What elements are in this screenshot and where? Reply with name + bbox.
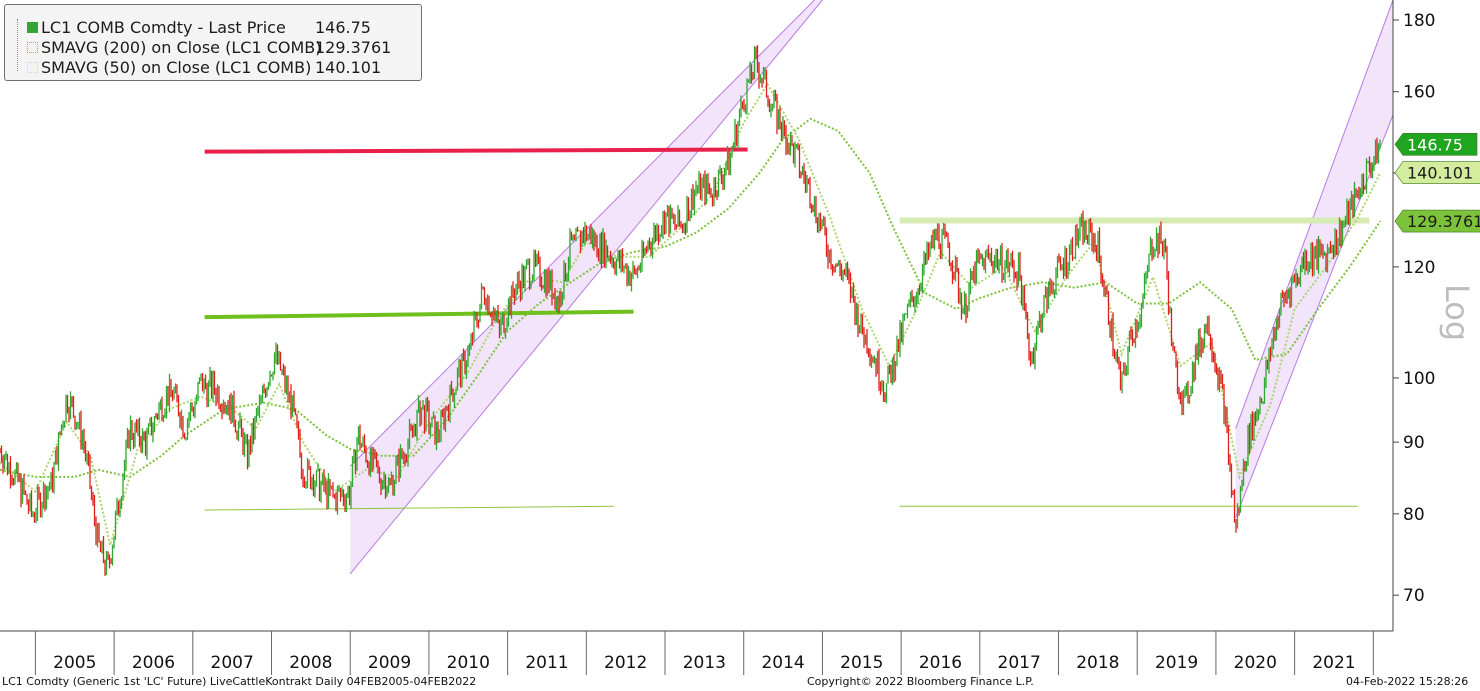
x-tick-label-2009: 2009	[368, 653, 411, 673]
footer-description: LC1 Comdty (Generic 1st 'LC' Future) Liv…	[2, 675, 477, 688]
trend-line-0	[204, 147, 748, 154]
x-tick-label-2005: 2005	[53, 653, 96, 673]
y-tick-label-160: 160	[1403, 83, 1435, 103]
price-badge-label-1: 140.101	[1407, 164, 1473, 183]
legend-value-sma200: 129.3761	[315, 38, 392, 57]
x-tick-label-2008: 2008	[289, 653, 332, 673]
x-tick-label-2019: 2019	[1155, 653, 1198, 673]
y-tick-label-180: 180	[1403, 11, 1435, 31]
y-tick-label-100: 100	[1403, 369, 1435, 389]
channel-upper-line-1	[1235, 0, 1393, 429]
footer-copyright: Copyright© 2022 Bloomberg Finance L.P.	[807, 675, 1034, 688]
price-bars	[0, 45, 1381, 576]
legend-swatch-sma200	[27, 42, 38, 53]
x-tick-label-2017: 2017	[998, 653, 1041, 673]
x-tick-label-2020: 2020	[1234, 653, 1277, 673]
sma50-line	[0, 82, 1382, 546]
y-tick-label-80: 80	[1403, 505, 1425, 525]
x-tick-label-2016: 2016	[919, 653, 962, 673]
x-tick-label-2011: 2011	[525, 653, 568, 673]
legend-row-sma50: SMAVG (50) on Close (LC1 COMB) 140.101	[5, 58, 421, 78]
legend-value-last-price: 146.75	[315, 18, 371, 37]
legend-swatch-sma50	[27, 62, 38, 73]
log-scale-label: Log	[1438, 284, 1476, 342]
trend-line-3	[204, 505, 614, 511]
legend-label-sma200: SMAVG (200) on Close (LC1 COMB)	[41, 38, 322, 57]
legend-value-sma50: 140.101	[315, 58, 382, 77]
y-tick-label-90: 90	[1403, 433, 1425, 453]
channel-lower-line-1	[1235, 114, 1393, 518]
price-badge-0	[1394, 133, 1478, 156]
price-badge-label-0: 146.75	[1407, 135, 1463, 154]
legend-label-last-price: LC1 COMB Comdty - Last Price	[41, 18, 286, 37]
price-badge-1	[1394, 161, 1480, 184]
legend: LC1 COMB Comdty - Last Price 146.75 SMAV…	[4, 4, 422, 81]
y-tick-label-120: 120	[1403, 258, 1435, 278]
trend-line-1	[204, 309, 634, 320]
price-badge-label-2: 129.3761	[1407, 212, 1480, 231]
x-tick-label-2010: 2010	[447, 653, 490, 673]
y-tick-label-70: 70	[1403, 586, 1425, 606]
x-tick-label-2006: 2006	[132, 653, 175, 673]
x-tick-label-2012: 2012	[604, 653, 647, 673]
legend-swatch-last-price	[27, 22, 38, 33]
legend-row-last-price: LC1 COMB Comdty - Last Price 146.75	[5, 18, 421, 38]
x-tick-label-2007: 2007	[211, 653, 254, 673]
x-tick-label-2015: 2015	[840, 653, 883, 673]
x-tick-label-2014: 2014	[761, 653, 804, 673]
sma200-line	[0, 117, 1382, 478]
x-tick-label-2021: 2021	[1312, 653, 1355, 673]
price-badge-2	[1394, 209, 1480, 233]
x-tick-label-2018: 2018	[1076, 653, 1119, 673]
legend-tree-connector	[17, 19, 28, 71]
legend-row-sma200: SMAVG (200) on Close (LC1 COMB) 129.3761	[5, 38, 421, 58]
footer-timestamp: 04-Feb-2022 15:28:26	[1346, 675, 1469, 688]
legend-label-sma50: SMAVG (50) on Close (LC1 COMB)	[41, 58, 312, 77]
channel-lower-line-0	[349, 0, 823, 575]
x-tick-label-2013: 2013	[683, 653, 726, 673]
